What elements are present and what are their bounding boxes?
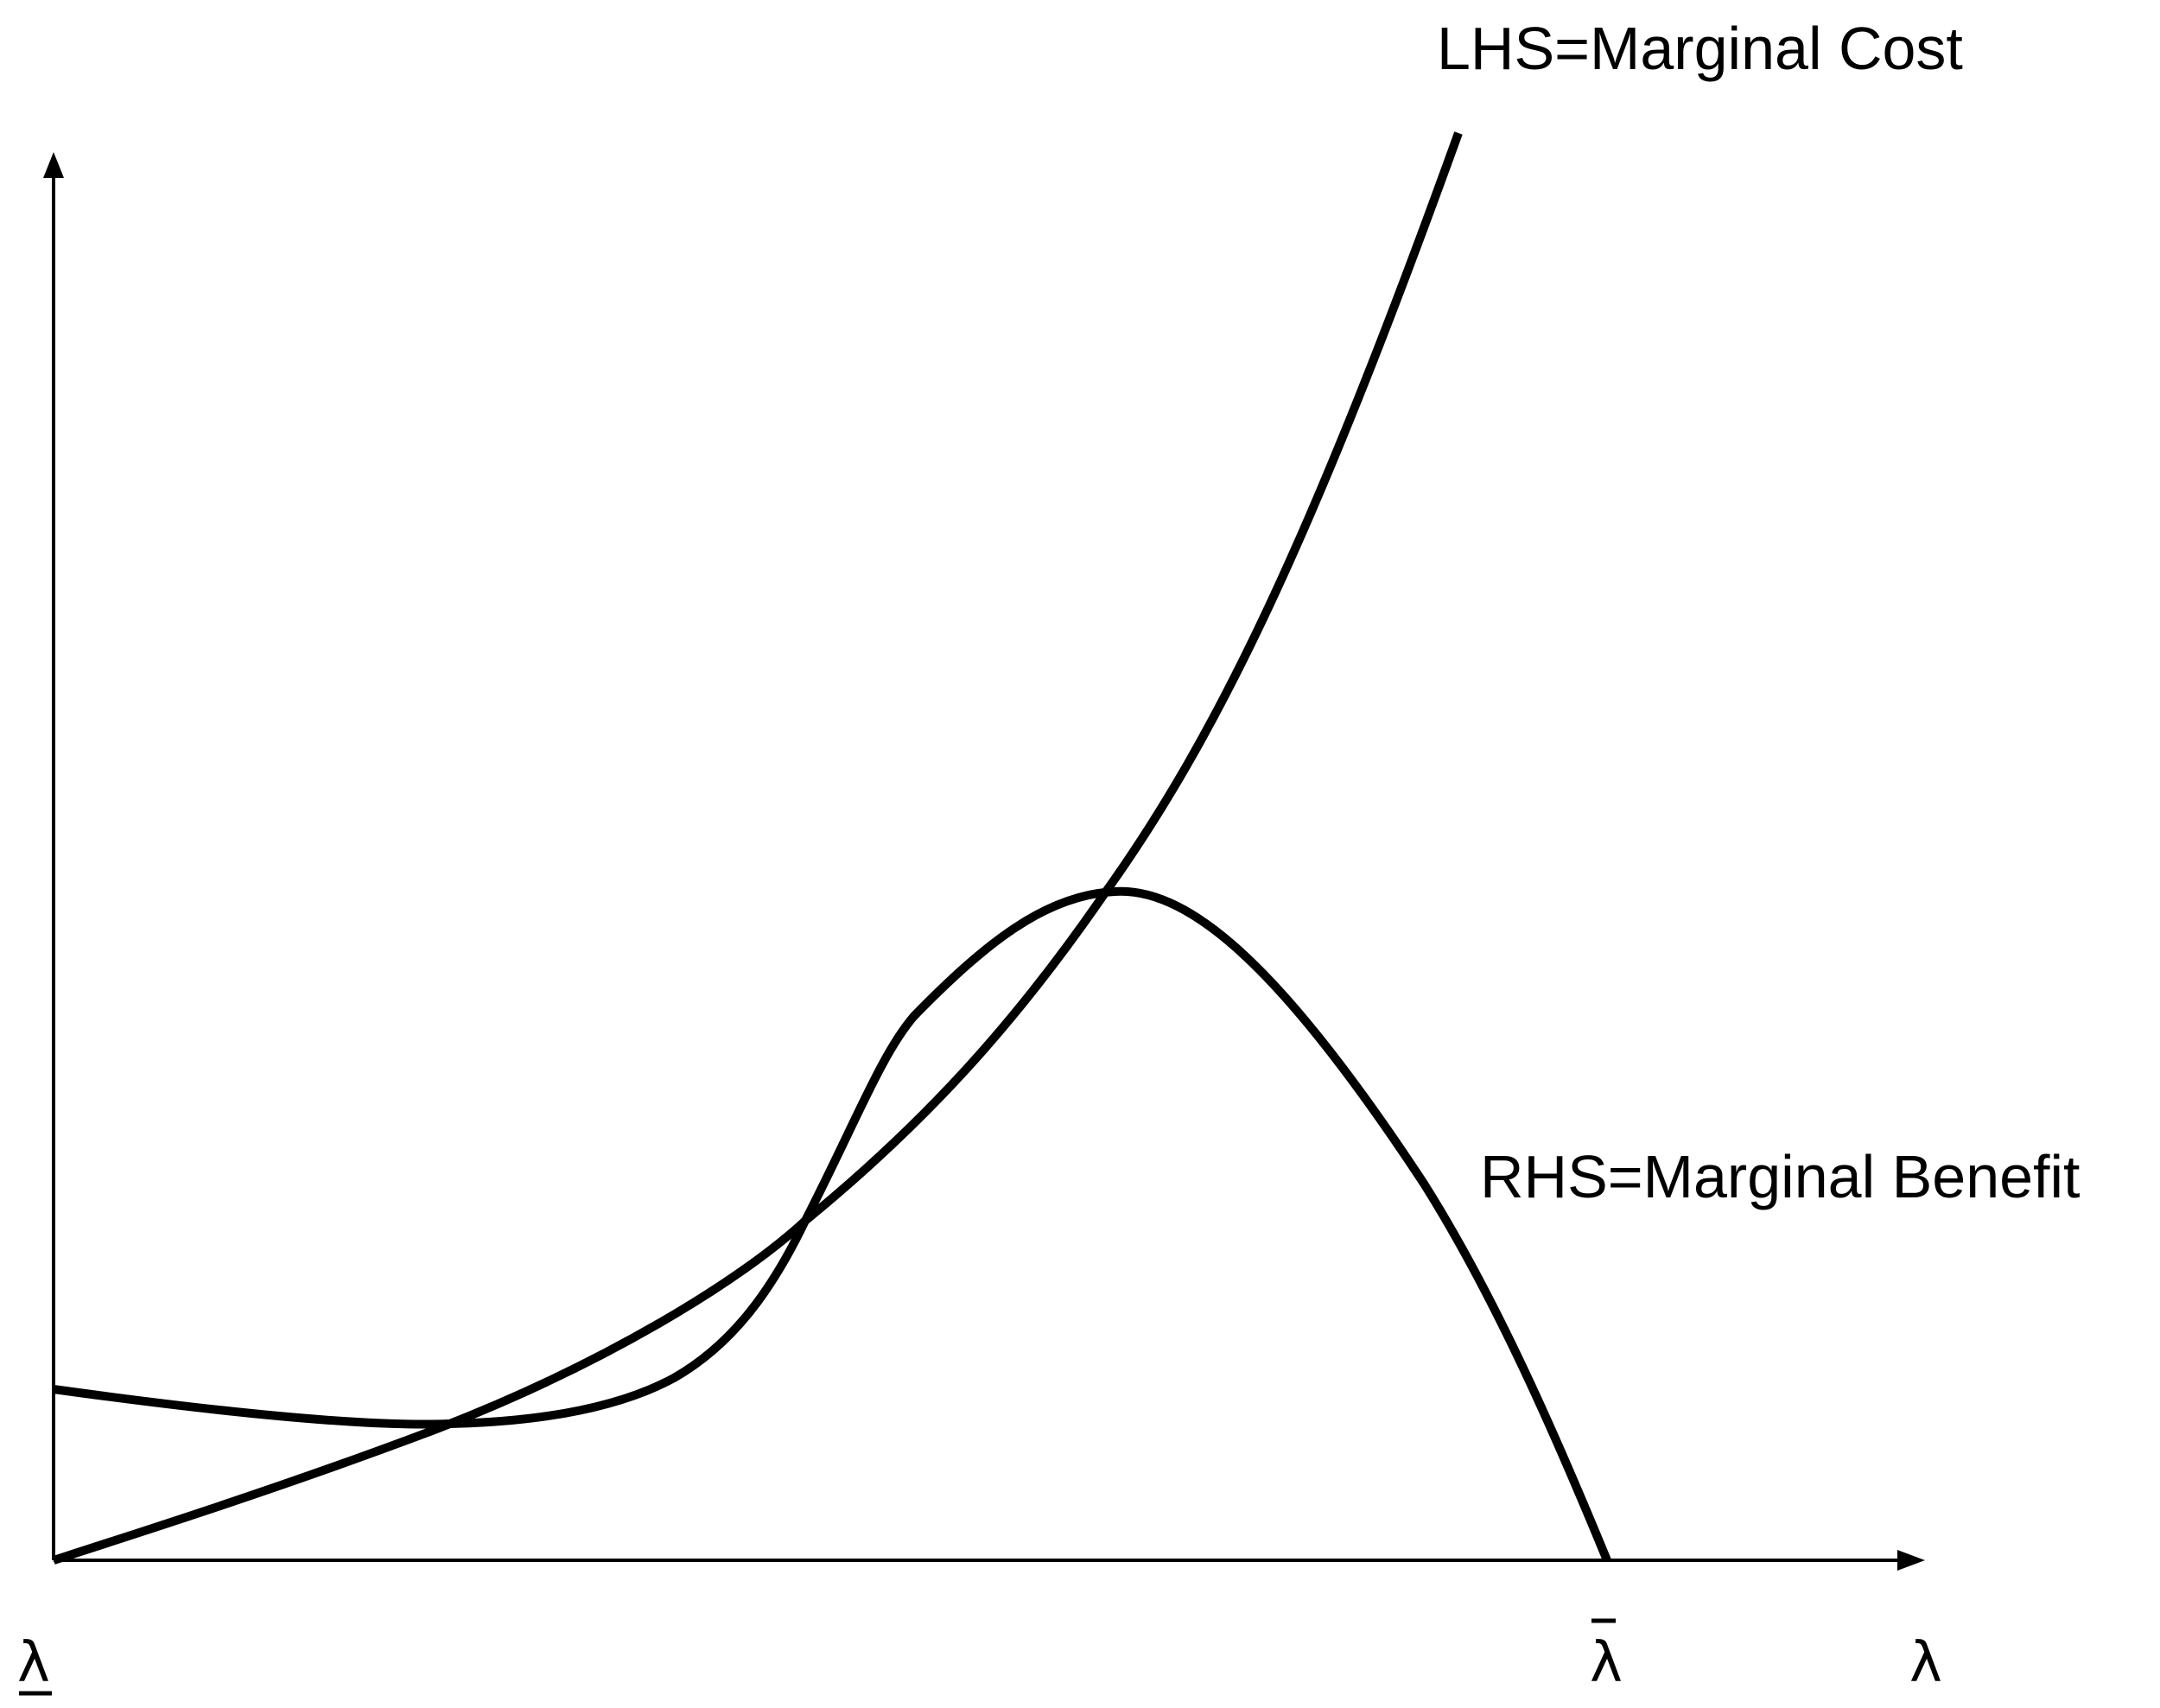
upper-bound-label: λ	[1590, 1631, 1623, 1695]
marginal-cost-curve	[52, 131, 1463, 1565]
marginal-benefit-curve	[53, 886, 1611, 1562]
x-axis-arrow-icon	[1897, 1550, 1925, 1571]
axes	[43, 152, 1925, 1571]
upper-bound-label-group: λ	[1590, 1618, 1623, 1695]
marginal-benefit-label: RHS=Marginal Benefit	[1480, 1143, 2081, 1210]
y-axis-arrow-icon	[43, 152, 64, 178]
marginal-cost-label: LHS=Marginal Cost	[1437, 15, 1963, 82]
lower-bound-label: λ	[17, 1631, 50, 1695]
lower-bound-label-group: λ	[17, 1631, 52, 1696]
x-axis-label: λ	[1909, 1631, 1942, 1695]
